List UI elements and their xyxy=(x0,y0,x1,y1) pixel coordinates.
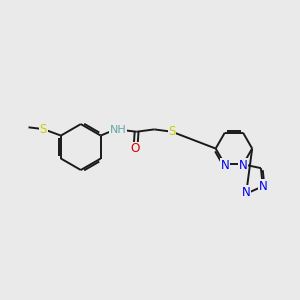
Text: N: N xyxy=(220,159,229,172)
Text: NH: NH xyxy=(110,125,127,135)
Text: N: N xyxy=(258,180,267,193)
Text: O: O xyxy=(131,142,140,155)
Text: S: S xyxy=(40,123,47,136)
Text: S: S xyxy=(168,125,175,138)
Text: N: N xyxy=(239,159,248,172)
Text: N: N xyxy=(242,186,250,199)
